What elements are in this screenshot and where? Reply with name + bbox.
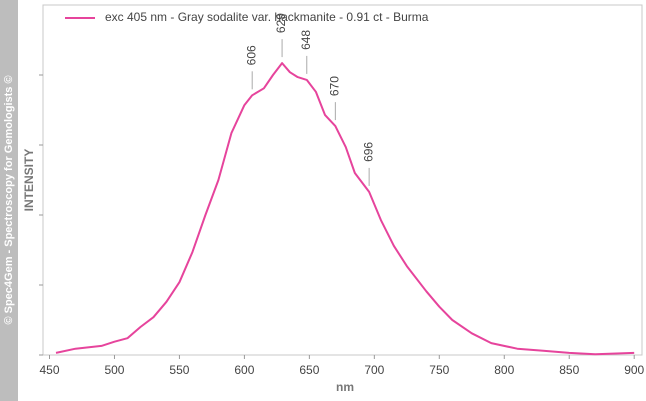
x-tick-label: 800: [494, 363, 514, 377]
x-tick-label: 450: [39, 363, 59, 377]
peak-label: 606: [244, 45, 258, 65]
x-tick-label: 700: [364, 363, 384, 377]
x-tick-label: 600: [234, 363, 254, 377]
x-tick-label: 650: [299, 363, 319, 377]
peak-label: 670: [328, 76, 342, 96]
watermark-strip: [0, 0, 18, 401]
plot-frame: [42, 4, 643, 356]
x-tick-label: 900: [624, 363, 644, 377]
legend-label: exc 405 nm - Gray sodalite var. hackmani…: [105, 10, 429, 24]
watermark: © Spec4Gem - Spectroscopy for Gemologist…: [3, 75, 15, 324]
x-tick-label: 500: [104, 363, 124, 377]
x-tick-label: 550: [169, 363, 189, 377]
y-axis-label: INTENSITY: [22, 149, 36, 212]
peak-label: 696: [361, 142, 375, 162]
x-axis-label: nm: [336, 380, 354, 394]
x-tick-label: 850: [559, 363, 579, 377]
peak-label: 648: [299, 30, 313, 50]
peak-label: 629: [274, 13, 288, 33]
x-tick-label: 750: [429, 363, 449, 377]
spectrum-line: [55, 62, 635, 356]
